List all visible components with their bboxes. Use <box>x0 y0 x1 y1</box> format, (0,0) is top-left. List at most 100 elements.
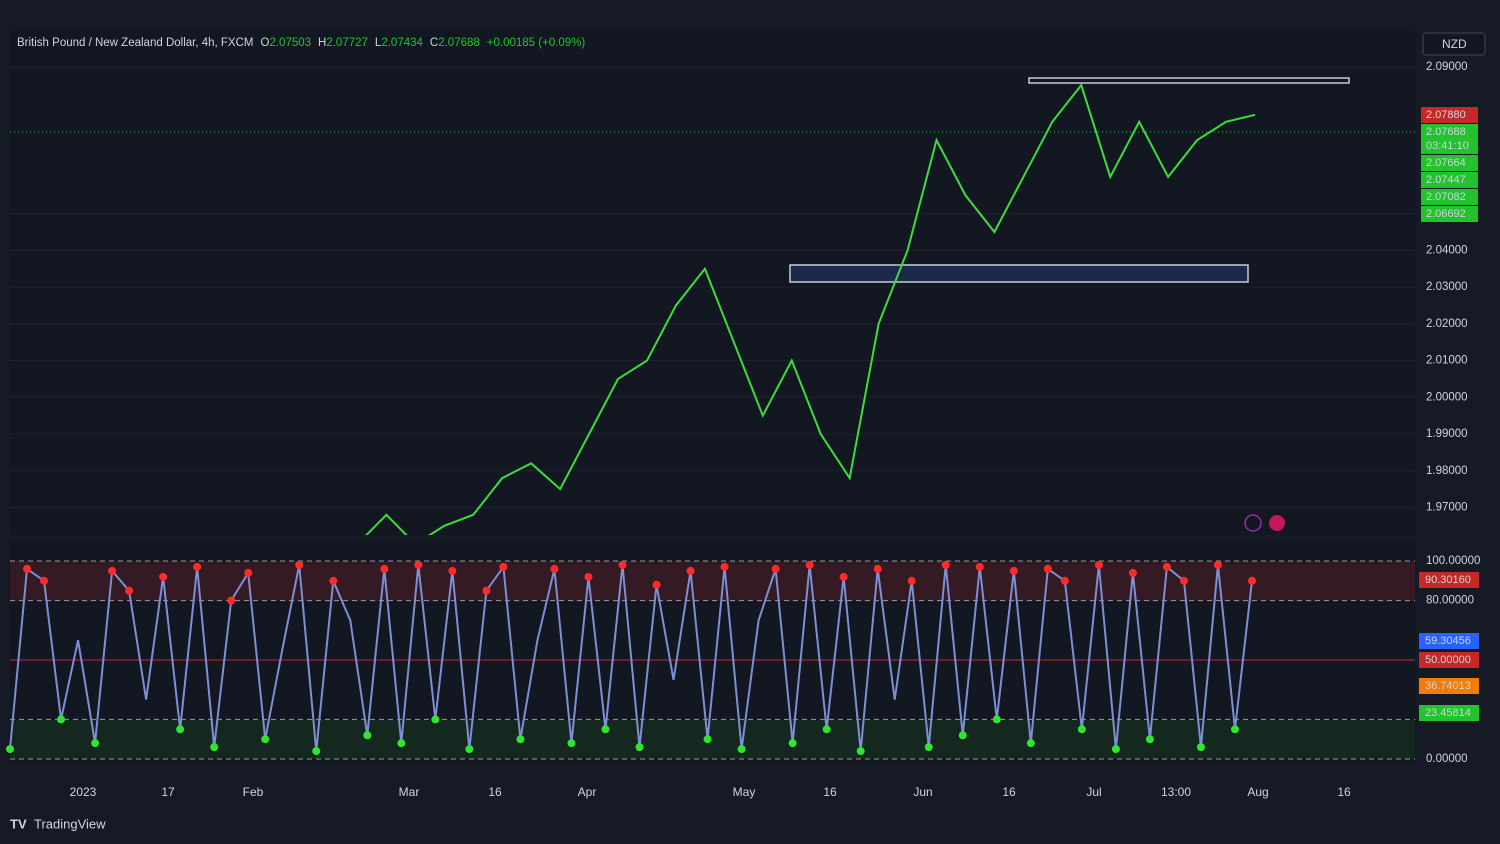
x-tick-label: May <box>733 785 756 799</box>
price-badge <box>1421 172 1478 188</box>
signal-dot <box>1145 735 1154 744</box>
oscillator-badge-label: 23.45814 <box>1425 707 1471 719</box>
signal-dot <box>703 735 712 744</box>
signal-dot <box>482 586 491 595</box>
signal-dot <box>244 568 253 577</box>
overbought-zone <box>10 561 1415 601</box>
x-tick-label: 16 <box>488 785 502 799</box>
flag-icon[interactable] <box>1269 515 1285 531</box>
signal-dot <box>465 745 474 754</box>
y-tick-label: 1.98000 <box>1426 465 1468 477</box>
oscillator-badge-label: 36.74013 <box>1425 680 1471 692</box>
x-tick-label: Jul <box>1086 785 1101 799</box>
price-badge <box>1421 107 1478 123</box>
signal-dot <box>40 576 49 585</box>
signal-dot <box>958 731 967 740</box>
signal-dot <box>737 745 746 754</box>
signal-dot <box>924 743 933 752</box>
signal-dot <box>227 596 236 605</box>
price-line <box>365 82 1256 535</box>
signal-dot <box>550 564 559 573</box>
signal-dot <box>992 715 1001 724</box>
x-tick-label: 13:00 <box>1161 785 1191 799</box>
currency-button[interactable] <box>1422 32 1486 56</box>
price-badge-label: 2.07664 <box>1426 157 1466 169</box>
footer-logo: TV <box>10 816 27 831</box>
signal-dot <box>1077 725 1086 734</box>
ohlc-label: L <box>375 37 382 49</box>
price-badge-label: 03:41:10 <box>1426 140 1469 152</box>
signal-dot <box>1111 745 1120 754</box>
signal-dot <box>601 725 610 734</box>
signal-dot <box>380 564 389 573</box>
oscillator-badge <box>1419 572 1479 588</box>
oscillator-badge <box>1419 652 1479 668</box>
signal-dot <box>363 731 372 740</box>
signal-dot <box>1179 576 1188 585</box>
signal-dot <box>193 562 202 571</box>
signal-dot <box>805 560 814 569</box>
signal-dot <box>686 566 695 575</box>
price-badge <box>1421 138 1478 154</box>
signal-dot <box>856 747 865 756</box>
signal-dot <box>159 572 168 581</box>
price-badge-label: 2.07880 <box>1426 109 1466 121</box>
y-tick-label: 2.09000 <box>1426 61 1468 73</box>
y-tick-label: 1.97000 <box>1426 501 1468 513</box>
price-badge <box>1421 124 1478 140</box>
signal-dot <box>1026 739 1035 748</box>
signal-dot <box>635 743 644 752</box>
signal-dot <box>329 576 338 585</box>
signal-dot <box>839 572 848 581</box>
ohlc-value: 2.07503 <box>269 37 311 49</box>
signal-dot <box>57 715 66 724</box>
x-tick-label: Aug <box>1247 785 1268 799</box>
signal-dot <box>822 725 831 734</box>
event-icon[interactable] <box>1244 514 1262 532</box>
signal-dot <box>584 572 593 581</box>
signal-dot <box>941 560 950 569</box>
resistance-box <box>1028 77 1350 84</box>
signal-dot <box>975 562 984 571</box>
signal-dot <box>567 739 576 748</box>
oversold-zone <box>10 720 1415 759</box>
signal-dot <box>6 745 14 754</box>
ohlc-value: 2.07688 <box>438 37 480 49</box>
signal-dot <box>771 564 780 573</box>
oscillator-badge-label: 90.30160 <box>1425 574 1471 586</box>
signal-dot <box>907 576 916 585</box>
oscillator-badge-label: 59.30456 <box>1425 635 1471 647</box>
ohlc-label: C <box>430 37 438 49</box>
y-tick-label: 2.02000 <box>1426 318 1468 330</box>
signal-dot <box>652 580 661 589</box>
price-badge-label: 2.07447 <box>1426 174 1466 186</box>
y-tick-label: 2.04000 <box>1426 244 1468 256</box>
header: British Pound / New Zealand Dollar, 4h, … <box>17 37 585 49</box>
signal-dot <box>448 566 457 575</box>
signal-dot <box>1128 568 1137 577</box>
signal-dot <box>1248 576 1256 585</box>
x-tick-label: 16 <box>1337 785 1351 799</box>
currency-label: NZD <box>1442 37 1467 51</box>
y-tick-label: 100.00000 <box>1426 555 1480 567</box>
support-box <box>789 264 1249 283</box>
oscillator-badge-label: 50.00000 <box>1425 654 1471 666</box>
signal-dot <box>176 725 185 734</box>
oscillator-badge <box>1419 678 1479 694</box>
signal-dot <box>312 747 321 756</box>
signal-dot <box>1094 560 1103 569</box>
signal-dot <box>1009 566 1018 575</box>
signal-dot <box>295 560 304 569</box>
x-tick-label: 2023 <box>70 785 97 799</box>
price-badge <box>1421 155 1478 171</box>
price-badge <box>1421 206 1478 222</box>
y-tick-label: 80.00000 <box>1426 595 1474 607</box>
ohlc-label: O <box>261 37 270 49</box>
price-badge-label: 2.07082 <box>1426 191 1466 203</box>
x-tick-label: Jun <box>913 785 932 799</box>
signal-dot <box>499 562 508 571</box>
x-tick-label: Feb <box>243 785 264 799</box>
header-text: British Pound / New Zealand Dollar, 4h, … <box>17 37 585 49</box>
signal-dot <box>1196 743 1205 752</box>
